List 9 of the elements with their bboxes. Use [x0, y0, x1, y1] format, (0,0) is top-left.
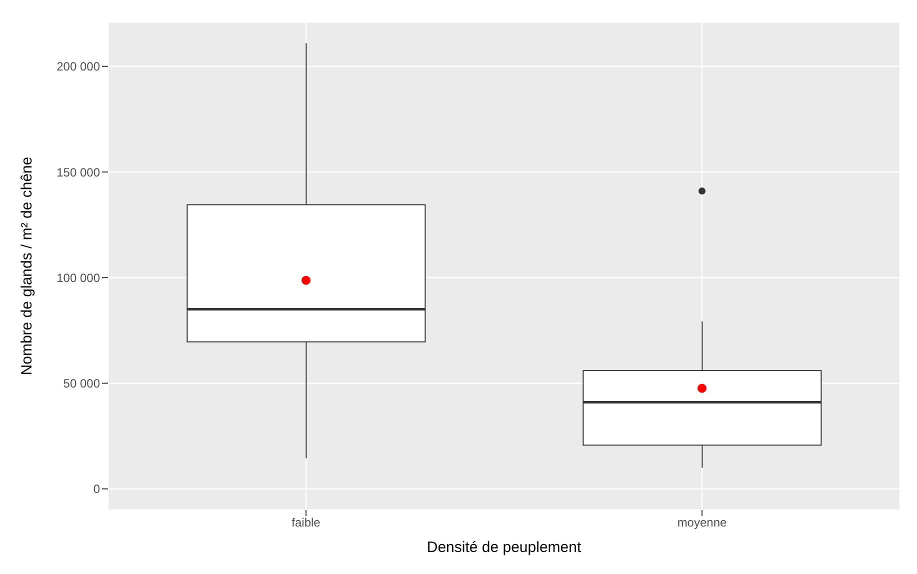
- y-tick-label: 150 000: [56, 165, 100, 180]
- y-tick-label: 0: [93, 482, 100, 496]
- x-tick-label: faible: [292, 516, 321, 530]
- y-tick-label: 50 000: [63, 376, 100, 391]
- y-axis-title: Nombre de glands / m² de chêne: [18, 156, 36, 376]
- y-tick-label: 100 000: [56, 270, 100, 285]
- x-tick-label: moyenne: [677, 516, 728, 530]
- y-tick-label: 200 000: [56, 60, 100, 74]
- x-axis-title: Densité de peuplement: [426, 539, 582, 556]
